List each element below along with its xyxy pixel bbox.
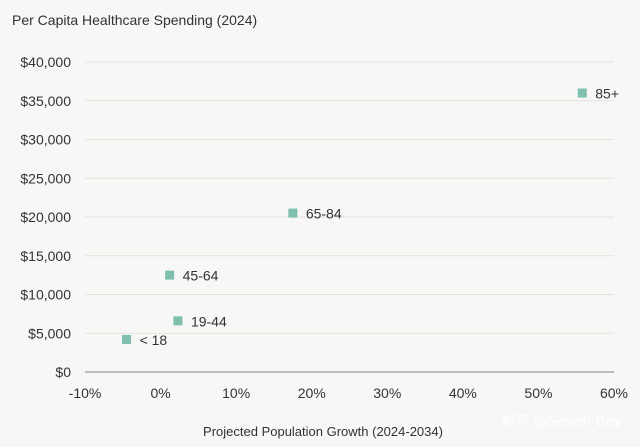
y-tick-label: $20,000: [20, 209, 71, 225]
x-tick-label: 40%: [449, 385, 477, 401]
data-point-marker: [173, 316, 183, 326]
chart-title: Per Capita Healthcare Spending (2024): [12, 12, 258, 28]
y-tick-label: $35,000: [20, 93, 71, 109]
y-axis-ticks: $0 $5,000 $10,000 $15,000 $20,000 $25,000 $30,…: [20, 54, 71, 380]
x-tick-label: 50%: [524, 385, 552, 401]
x-axis-ticks: -10% 0% 10% 20% 30% 40% 50% 60%: [69, 385, 628, 401]
x-axis-title: Projected Population Growth (2024-2034): [203, 424, 443, 439]
data-point-label: 19-44: [191, 313, 227, 329]
x-tick-label: 10%: [222, 385, 250, 401]
y-tick-label: $0: [55, 364, 71, 380]
data-point-marker: [577, 88, 587, 98]
x-tick-label: -10%: [69, 385, 102, 401]
y-tick-label: $25,000: [20, 170, 71, 186]
x-tick-label: 60%: [600, 385, 628, 401]
y-tick-label: $40,000: [20, 54, 71, 70]
data-point-label: 45-64: [183, 268, 219, 284]
grid-lines: [85, 61, 614, 373]
x-tick-label: 0%: [150, 385, 170, 401]
x-tick-label: 20%: [298, 385, 326, 401]
y-tick-label: $10,000: [20, 287, 71, 303]
data-point-marker: [122, 334, 132, 344]
y-tick-label: $15,000: [20, 248, 71, 264]
data-point-label: < 18: [140, 332, 168, 348]
data-point-marker: [165, 270, 175, 280]
x-tick-label: 30%: [373, 385, 401, 401]
data-point-label: 65-84: [306, 206, 342, 222]
y-tick-label: $5,000: [28, 325, 71, 341]
data-points: < 18 19-44 45-64 65-84 85+: [122, 86, 619, 348]
data-point-marker: [288, 208, 298, 218]
data-point-label: 85+: [595, 86, 619, 102]
y-tick-label: $30,000: [20, 132, 71, 148]
watermark-text: 知乎 @Seven Boy: [501, 413, 622, 430]
